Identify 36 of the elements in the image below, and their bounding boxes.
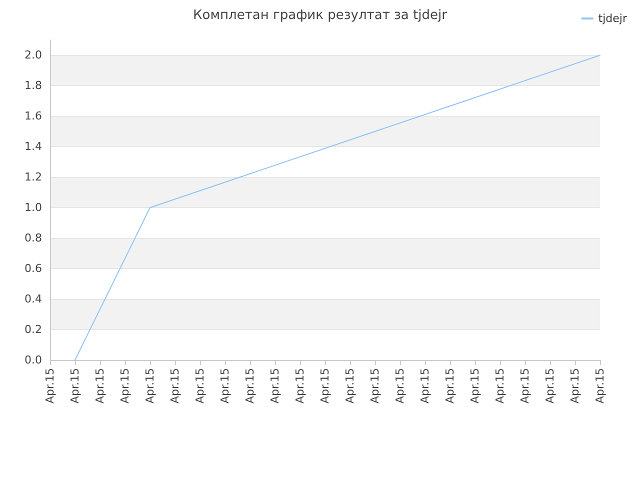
x-tick-label: Apr.15 — [568, 368, 582, 404]
x-tick-label: Apr.15 — [194, 368, 206, 404]
x-tick-label: Apr.15 — [244, 368, 256, 404]
y-tick-label: 1.8 — [24, 79, 42, 92]
y-tick-label: 0.6 — [24, 262, 42, 276]
x-tick-label: Apr.15 — [544, 368, 556, 404]
x-tick-label: Apr.15 — [594, 368, 606, 404]
x-tick-label: Apr.15 — [44, 368, 56, 404]
x-tick-label: Apr.15 — [94, 368, 106, 404]
x-tick-label: Apr.15 — [444, 368, 456, 404]
y-tick-label: 0.8 — [24, 232, 42, 245]
x-tick-label: Apr.15 — [294, 368, 306, 404]
y-tick-label: 0.4 — [24, 292, 42, 306]
y-tick-label: 0.2 — [24, 323, 42, 336]
x-tick-label: Apr.15 — [168, 368, 182, 404]
y-tick-label: 0.0 — [24, 354, 42, 366]
x-tick-label: Apr.15 — [318, 368, 332, 404]
x-tick-label: Apr.15 — [144, 368, 156, 404]
x-tick-label: Apr.15 — [118, 368, 132, 404]
x-tick-label: Apr.15 — [218, 368, 232, 404]
x-tick-label: Apr.15 — [518, 368, 532, 404]
x-tick-label: Apr.15 — [268, 368, 282, 404]
x-tick-label: Apr.15 — [418, 368, 432, 404]
x-tick-label: Apr.15 — [344, 368, 356, 404]
y-tick-label: 1.2 — [24, 170, 42, 184]
x-tick-label: Apr.15 — [368, 368, 382, 404]
x-tick-label: Apr.15 — [68, 368, 82, 404]
y-tick-label: 1.4 — [24, 140, 42, 154]
y-tick-label: 1.0 — [24, 201, 42, 214]
x-tick-label: Apr.15 — [468, 368, 482, 404]
chart-title: Комплетан график резултат за tjdejr — [193, 8, 448, 23]
x-tick-label: Apr.15 — [494, 368, 506, 404]
y-tick-label: 1.6 — [24, 110, 42, 123]
y-tick-label: 2.0 — [24, 48, 42, 62]
legend-label: tjdejr — [598, 12, 628, 25]
x-tick-label: Apr.15 — [394, 368, 406, 404]
